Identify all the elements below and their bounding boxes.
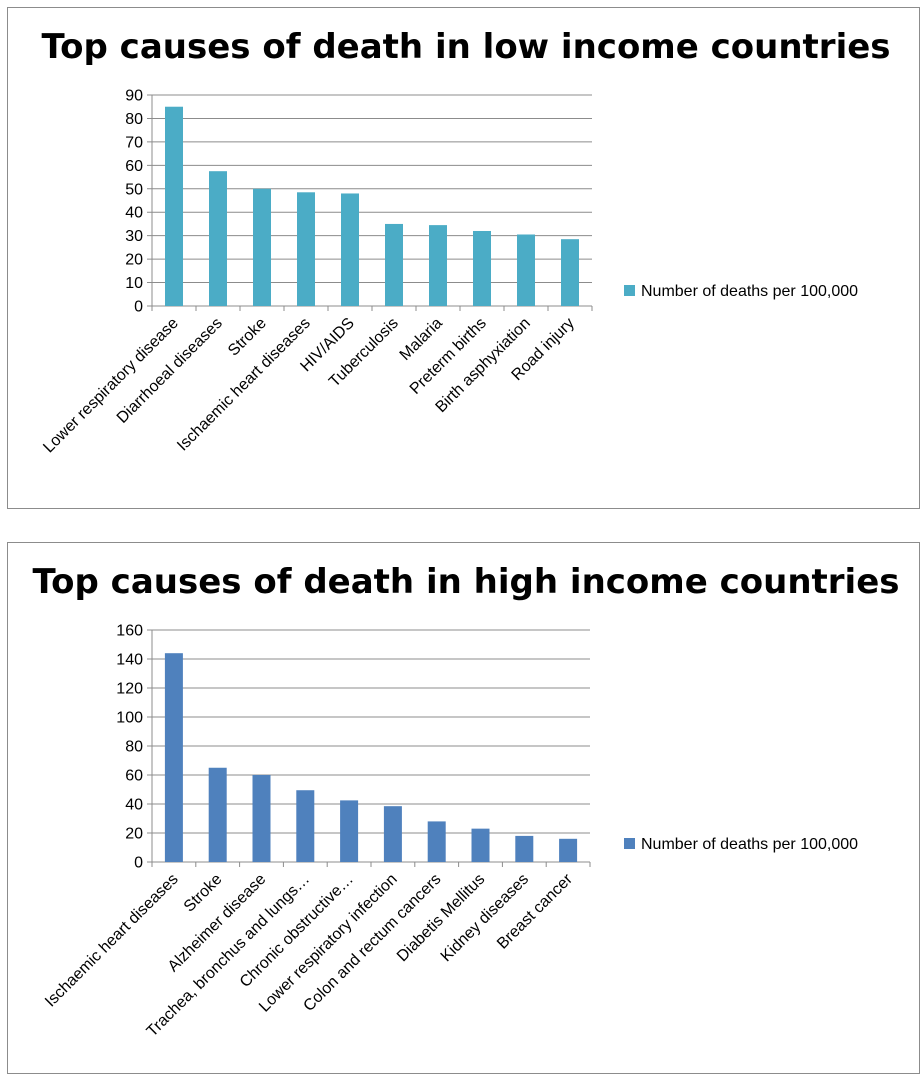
chart-b-bar: [559, 838, 578, 862]
chart-a-y-tick-label: 80: [125, 111, 143, 128]
chart-a-category-label: Preterm births: [407, 315, 490, 398]
chart-b-legend-label: Number of deaths per 100,000: [641, 836, 858, 853]
chart-b-category-label: Ischaemic heart diseases: [42, 871, 182, 1011]
chart-a-bar: [385, 223, 403, 306]
chart-b-y-tick-label: 20: [125, 826, 143, 843]
chart-a-y-tick-label: 50: [125, 181, 143, 198]
chart-b-title: Top causes of death in high income count…: [32, 562, 899, 602]
chart-a-legend-label: Number of deaths per 100,000: [641, 283, 858, 300]
chart-b-bar: [164, 653, 183, 862]
chart-a-bar: [253, 188, 271, 306]
chart-b-y-tick-label: 80: [125, 739, 143, 756]
chart-a-y-tick-label: 70: [125, 134, 143, 151]
chart-b-y-tick-label: 140: [116, 652, 143, 669]
chart-b-y-tick-label: 60: [125, 768, 143, 785]
chart-a-y-tick-label: 90: [125, 88, 143, 105]
chart-b-y-tick-label: 160: [116, 623, 143, 640]
chart-a-y-tick-label: 10: [125, 275, 143, 292]
chart-a-y-tick-label: 60: [125, 158, 143, 175]
chart-b-plot: 0 20 40 60 80 100 120 140 160 Ischaemic heart dis…: [42, 623, 858, 1041]
chart-b-y-tick-label: 40: [125, 797, 143, 814]
chart-b-frame: [7, 542, 920, 1074]
chart-a-y-tick-label: 20: [125, 252, 143, 269]
chart-b-y-tick-label: 0: [134, 855, 143, 872]
chart-a-frame: [7, 7, 920, 509]
chart-b-legend-swatch: [624, 838, 635, 849]
chart-a-bar: [561, 239, 579, 306]
chart-b-bar: [383, 806, 402, 862]
chart-b-bar: [340, 800, 359, 862]
chart-a-legend-swatch: [624, 285, 635, 296]
chart-a-title: Top causes of death in low income countr…: [41, 27, 890, 67]
chart-b-bar: [427, 821, 446, 862]
chart-a-bar: [341, 193, 359, 306]
chart-b-y-tick-label: 100: [116, 710, 143, 727]
chart-a-y-tick-label: 0: [134, 299, 143, 316]
chart-a-bar: [473, 230, 491, 306]
chart-a-y-tick-label: 30: [125, 228, 143, 245]
chart-b-bar: [515, 835, 534, 862]
chart-b-bar: [252, 775, 271, 862]
chart-b-bar: [296, 790, 315, 862]
chart-b-y-tick-label: 120: [116, 681, 143, 698]
chart-b-bar: [471, 828, 490, 862]
chart-b-category-label: Trachea, bronchus and lungs…: [144, 871, 313, 1040]
chart-a-bar: [209, 171, 227, 306]
chart-a-bar: [165, 106, 183, 306]
chart-a-bar: [429, 225, 447, 306]
chart-a-y-tick-label: 40: [125, 205, 143, 222]
chart-b-category-label: Breast cancer: [494, 870, 576, 952]
chart-a-bar: [517, 234, 535, 306]
chart-b-bar: [208, 767, 227, 862]
chart-a-bar: [297, 192, 315, 306]
